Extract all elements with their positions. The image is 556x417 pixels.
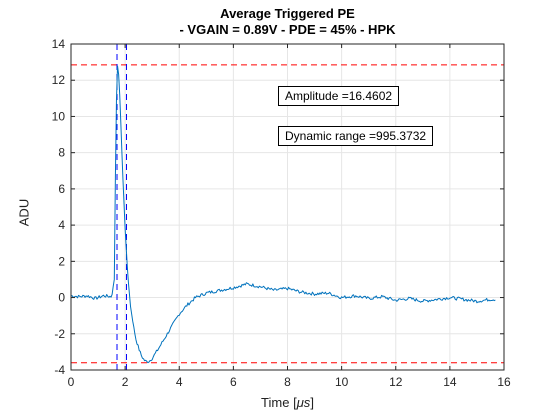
x-axis-label-prefix: Time [ <box>261 395 297 410</box>
reference-lines-layer <box>71 44 504 370</box>
annotation-amplitude: Amplitude =16.4602 <box>278 86 400 106</box>
x-axis-label: Time [μs] <box>71 395 504 410</box>
x-tick-label: 4 <box>176 375 183 389</box>
x-tick-label: 2 <box>122 375 129 389</box>
y-tick-label: 14 <box>52 37 66 51</box>
chart-subtitle: - VGAIN = 0.89V - PDE = 45% - HPK <box>179 22 396 37</box>
y-axis-label: ADU <box>16 198 32 227</box>
x-tick-label: 14 <box>443 375 457 389</box>
x-tick-label: 0 <box>68 375 75 389</box>
y-tick-label: 12 <box>52 73 66 87</box>
y-tick-label: 10 <box>52 109 66 123</box>
tick-layer: 0 2 4 6 8 10 12 14 16 -4 -2 0 2 4 6 8 10 12 14 <box>52 37 511 389</box>
chart-title: Average Triggered PE <box>220 6 355 21</box>
x-tick-label: 8 <box>284 375 291 389</box>
y-tick-label: 2 <box>58 254 65 268</box>
x-axis-label-suffix: ] <box>310 395 314 410</box>
x-tick-label: 6 <box>230 375 237 389</box>
x-tick-label: 10 <box>335 375 349 389</box>
series-layer <box>70 65 496 364</box>
x-tick-label: 16 <box>497 375 511 389</box>
y-tick-label: 4 <box>58 218 65 232</box>
y-tick-label: -2 <box>54 327 65 341</box>
annotation-dynamic-range: Dynamic range =995.3732 <box>278 126 434 146</box>
y-tick-label: 0 <box>58 291 65 305</box>
x-axis-label-unit: μs <box>296 395 311 410</box>
y-tick-label: -4 <box>54 363 65 377</box>
x-tick-label: 12 <box>389 375 403 389</box>
series-line <box>70 65 496 364</box>
y-tick-label: 6 <box>58 182 65 196</box>
y-tick-label: 8 <box>58 146 65 160</box>
